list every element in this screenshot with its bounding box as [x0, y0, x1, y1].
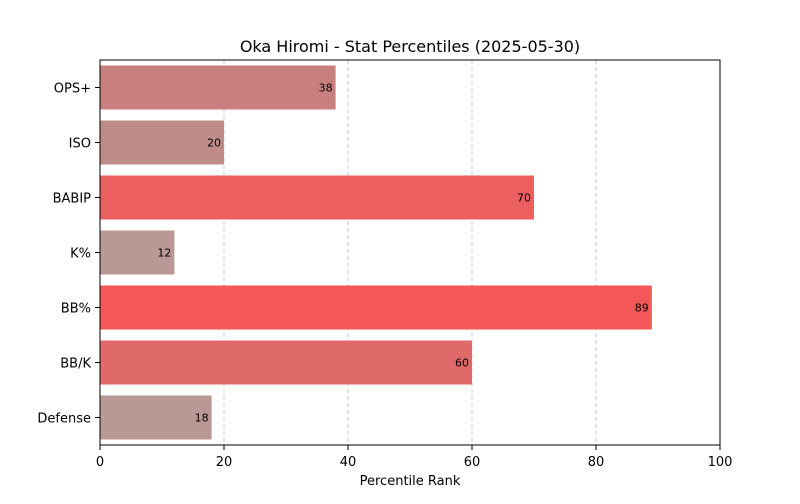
y-tick-label: BB/K	[60, 357, 91, 372]
bar	[100, 340, 472, 385]
data-labels: 38 20 70 12 89 60 18	[157, 82, 648, 425]
y-tick-label: ISO	[69, 137, 91, 152]
bars	[100, 65, 652, 440]
y-tick-label: K%	[70, 247, 91, 262]
x-tick-label: 60	[464, 455, 481, 470]
grid-lines	[223, 60, 597, 445]
data-label: 89	[635, 302, 649, 315]
data-label: 12	[157, 247, 171, 260]
bar	[100, 65, 336, 110]
data-label: 70	[517, 192, 531, 205]
x-tick-label: 0	[96, 455, 104, 470]
y-tick-label: OPS+	[54, 82, 91, 97]
y-tick-label: Defense	[37, 412, 91, 427]
y-tick-label: BB%	[61, 302, 91, 317]
bar	[100, 175, 534, 220]
x-tick-label: 20	[216, 455, 233, 470]
x-tick-label: 40	[340, 455, 357, 470]
x-axis-title: Percentile Rank	[360, 474, 461, 489]
data-label: 60	[455, 357, 469, 370]
bar	[100, 285, 652, 330]
data-label: 20	[207, 137, 221, 150]
y-tick-label: BABIP	[53, 192, 92, 207]
data-label: 38	[319, 82, 333, 95]
x-tick-label: 80	[588, 455, 605, 470]
x-axis: 0 20 40 60 80 100	[96, 445, 733, 470]
plot-frame	[99, 59, 721, 446]
bar	[100, 230, 175, 275]
data-label: 18	[195, 412, 209, 425]
chart-title: Oka Hiromi - Stat Percentiles (2025-05-3…	[240, 37, 580, 56]
y-axis: OPS+ ISO BABIP K% BB% BB/K Defense	[37, 82, 100, 427]
bar	[100, 395, 212, 440]
bar	[100, 120, 224, 165]
x-tick-label: 100	[708, 455, 733, 470]
